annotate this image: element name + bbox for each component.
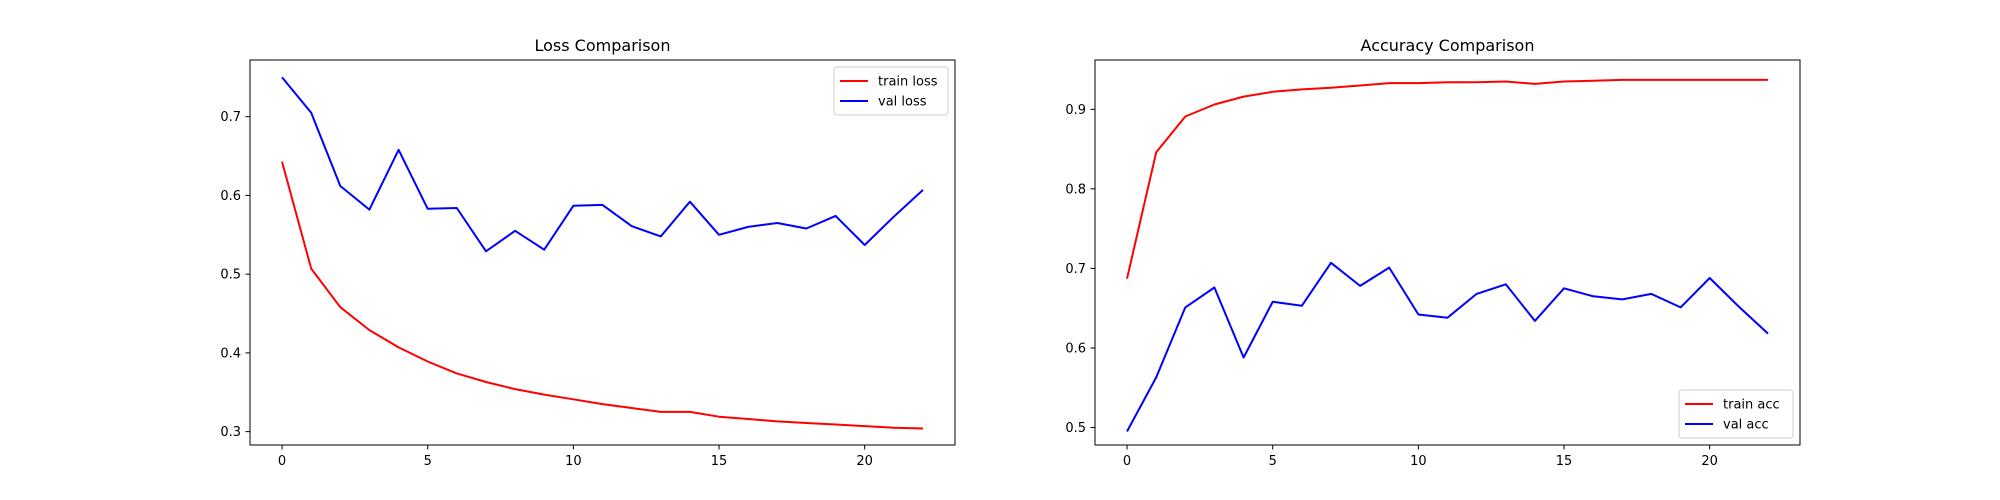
y-tick-label: 0.9 [1065,103,1086,118]
legend-label: train acc [1723,398,1780,413]
legend-label: val acc [1723,418,1769,433]
y-tick-label: 0.5 [1065,421,1086,436]
series-line-val-loss [281,76,924,253]
series-line-train-acc [1126,78,1768,279]
legend-box [833,66,949,116]
chart-title: Loss Comparison [535,36,671,55]
series-line-train-loss [281,161,924,430]
x-tick-label: 5 [1269,454,1277,469]
legend: train acc val acc [1678,389,1794,439]
y-tick-label: 0.4 [220,346,241,361]
y-tick-label: 0.7 [220,110,241,125]
chart-title: Accuracy Comparison [1361,36,1535,55]
axes-frame [249,59,956,446]
y-tick-label: 0.7 [1065,262,1086,277]
x-tick-label: 15 [1556,454,1573,469]
legend: train loss val loss [833,66,949,116]
x-tick-label: 15 [711,454,728,469]
y-tick-label: 0.3 [220,425,241,440]
legend-label: train loss [878,75,938,90]
x-tick-label: 10 [565,454,582,469]
legend-label: val loss [878,95,927,110]
legend-box [1678,389,1794,439]
chart-0: Loss Comparison 0 5 10 15 20 0.3 0.4 0.5 0.6 0.7 tr… [220,36,956,469]
y-tick-label: 0.6 [220,189,241,204]
x-tick-label: 0 [1123,454,1131,469]
y-tick-label: 0.5 [220,268,241,283]
x-tick-label: 20 [856,454,873,469]
chart-1: Accuracy Comparison 0 5 10 15 20 0.5 0.6 0.7 0.8 0… [1065,36,1801,469]
x-tick-label: 10 [1410,454,1427,469]
axes-frame [1094,59,1801,446]
x-tick-label: 5 [424,454,432,469]
x-tick-label: 20 [1701,454,1718,469]
x-tick-label: 0 [278,454,286,469]
y-tick-label: 0.8 [1065,182,1086,197]
y-tick-label: 0.6 [1065,341,1086,356]
series-line-val-acc [1126,261,1769,432]
